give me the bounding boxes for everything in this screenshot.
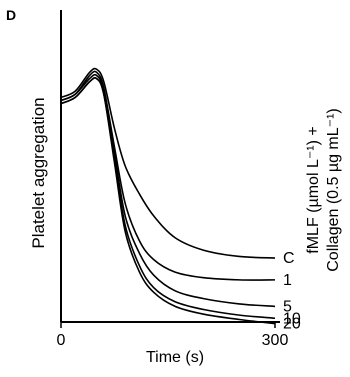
series-line-5 — [60, 73, 276, 308]
legend-title-group: fMLF (µmol L⁻¹) + Collagen (0.5 µg mL⁻¹) — [305, 108, 342, 272]
series-label-C: C — [283, 250, 295, 267]
y-axis-label-group: Platelet aggregation — [29, 97, 48, 248]
series-label-5: 5 — [283, 298, 292, 315]
y-axis-label: Platelet aggregation — [29, 97, 48, 248]
x-tick-label: 0 — [57, 332, 66, 349]
series-line-1 — [60, 70, 276, 281]
series-label-20: 20 — [283, 316, 301, 333]
x-axis-label: Time (s) — [146, 349, 204, 366]
x-tick-label: 300 — [262, 332, 289, 349]
x-ticks: 0 300 — [57, 322, 289, 349]
series-line-C — [60, 67, 276, 259]
series-label-10: 10 — [283, 310, 301, 327]
series-line-10 — [60, 77, 276, 320]
panel-label: D — [6, 7, 16, 23]
series-line-20 — [60, 77, 276, 325]
series-label-1: 1 — [283, 272, 292, 289]
legend-title-line1: fMLF (µmol L⁻¹) + — [305, 126, 322, 253]
legend-title-line2: Collagen (0.5 µg mL⁻¹) — [325, 108, 342, 272]
series-layer — [60, 67, 276, 325]
